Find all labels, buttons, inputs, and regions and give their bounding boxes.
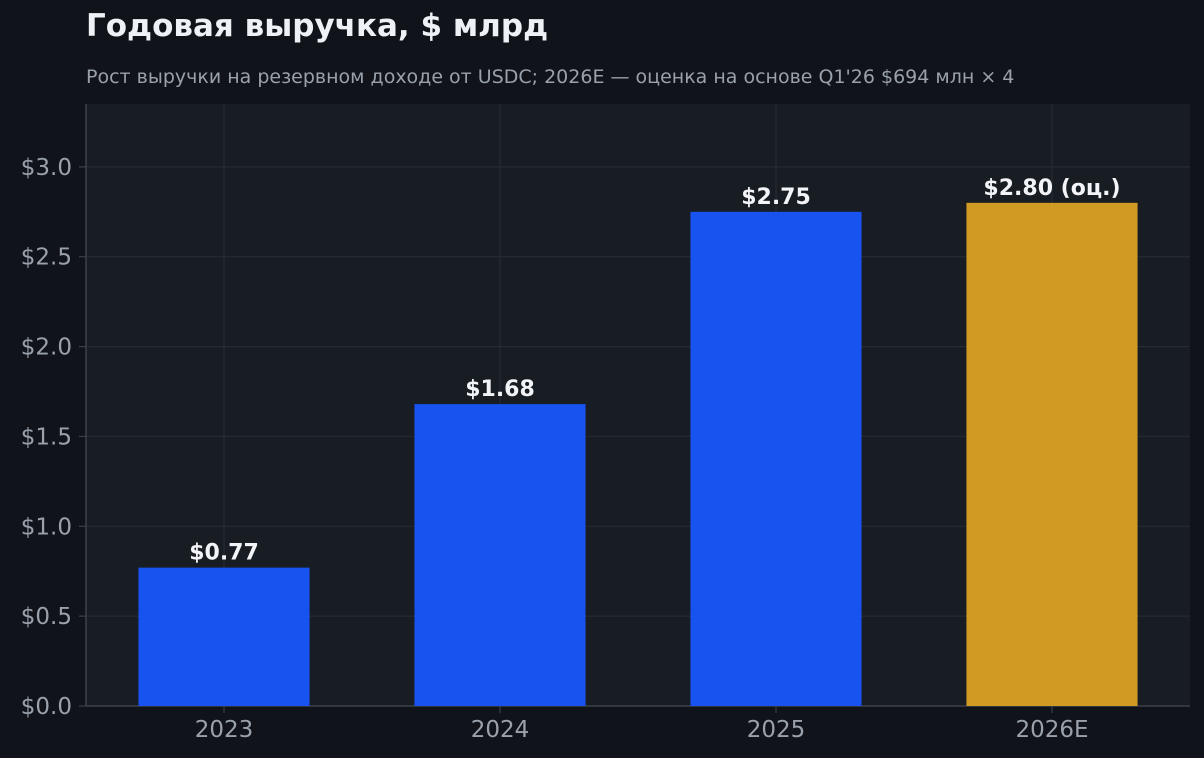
y-tick-label: $3.0: [21, 155, 72, 181]
y-tick-label: $2.0: [21, 335, 72, 361]
chart-subtitle: Рост выручки на резервном доходе от USDC…: [86, 66, 1015, 88]
bar-2025: [690, 211, 862, 706]
y-tick-label: $0.5: [21, 604, 72, 630]
x-tick-label-2024: 2024: [471, 717, 530, 743]
data-label-2026E: $2.80 (оц.): [983, 176, 1120, 201]
y-tick-label: $1.0: [21, 514, 72, 540]
bar-2026E: [966, 202, 1138, 706]
x-tick-label-2023: 2023: [195, 717, 254, 743]
y-tick-label: $2.5: [21, 245, 72, 271]
data-label-2023: $0.77: [189, 541, 259, 566]
y-tick-label: $0.0: [21, 694, 72, 720]
x-tick-label-2025: 2025: [747, 717, 806, 743]
bar-2023: [138, 567, 310, 706]
x-tick-label-2026E: 2026E: [1015, 717, 1088, 743]
data-label-2024: $1.68: [465, 377, 535, 402]
y-tick-label: $1.5: [21, 424, 72, 450]
data-label-2025: $2.75: [741, 185, 811, 210]
bar-2024: [414, 404, 586, 706]
chart-title: Годовая выручка, $ млрд: [86, 8, 549, 44]
